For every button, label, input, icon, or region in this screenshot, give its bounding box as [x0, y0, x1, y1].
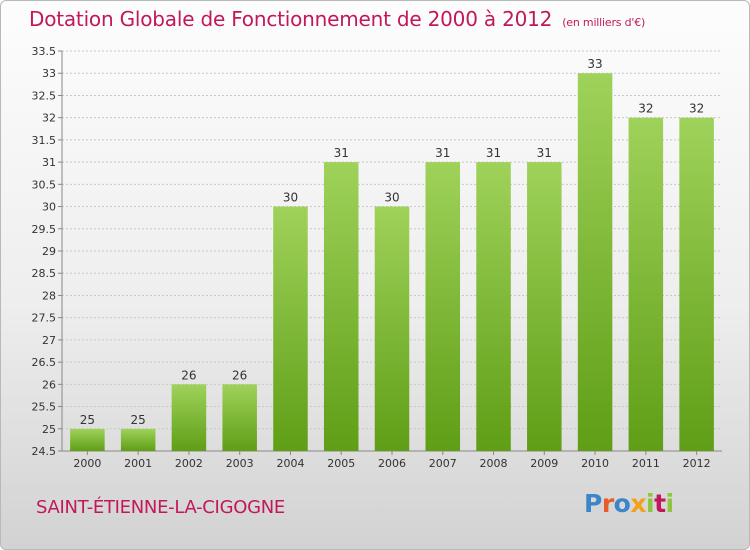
bar: [577, 73, 613, 451]
bar: [628, 117, 664, 452]
y-tick-label: 30: [42, 201, 56, 214]
bar: [273, 206, 308, 451]
logo-letter: P: [584, 489, 602, 518]
data-label: 25: [131, 413, 146, 427]
chart-title-text: Dotation Globale de Fonctionnement de 20…: [29, 7, 553, 31]
logo-letter: r: [601, 489, 614, 518]
logo-letter: o: [613, 489, 631, 518]
y-tick-label: 30.5: [32, 178, 57, 191]
x-tick-label: 2002: [175, 457, 203, 470]
x-tick-label: 2008: [480, 457, 508, 470]
bar: [425, 162, 461, 451]
y-tick-label: 28.5: [32, 267, 57, 280]
bar: [527, 162, 562, 451]
y-tick-label: 32.5: [32, 89, 57, 102]
y-tick-label: 29: [42, 245, 56, 258]
data-label: 26: [181, 368, 196, 382]
data-label: 31: [435, 146, 450, 160]
x-tick-label: 2003: [226, 457, 254, 470]
y-tick-label: 26: [42, 378, 56, 391]
y-tick-label: 24.5: [32, 445, 57, 458]
y-tick-label: 25.5: [32, 401, 57, 414]
commune-name: SAINT-ÉTIENNE-LA-CIGOGNE: [36, 497, 285, 518]
y-tick-label: 32: [42, 112, 56, 125]
y-tick-label: 28: [42, 289, 56, 302]
bar: [171, 384, 207, 451]
y-tick-label: 27.5: [32, 312, 57, 325]
y-tick-label: 33: [42, 67, 56, 80]
bar: [476, 162, 511, 451]
data-label: 32: [638, 102, 653, 116]
data-label: 31: [334, 146, 349, 160]
data-label: 30: [384, 191, 399, 205]
logo-letter: i: [646, 489, 655, 518]
y-tick-label: 26.5: [32, 356, 57, 369]
data-label: 25: [80, 413, 95, 427]
y-tick-label: 29.5: [32, 223, 57, 236]
y-tick-label: 33.5: [32, 45, 57, 58]
bar: [120, 428, 156, 451]
data-label: 26: [232, 368, 247, 382]
proxiti-logo[interactable]: Proxiti: [584, 489, 674, 518]
y-tick-label: 31.5: [32, 134, 57, 147]
x-tick-label: 2012: [683, 457, 711, 470]
bar: [70, 428, 105, 451]
chart-title: Dotation Globale de Fonctionnement de 20…: [29, 7, 645, 31]
data-label: 33: [587, 57, 602, 71]
x-tick-label: 2004: [276, 457, 304, 470]
data-label: 30: [283, 191, 298, 205]
bar: [323, 162, 359, 451]
data-label: 31: [537, 146, 552, 160]
x-tick-label: 2006: [378, 457, 406, 470]
y-tick-label: 27: [42, 334, 56, 347]
logo-letter: x: [630, 489, 646, 518]
bar: [679, 117, 714, 452]
bar: [374, 206, 410, 451]
logo-letter: t: [654, 489, 666, 518]
x-tick-label: 2005: [327, 457, 355, 470]
data-label: 31: [486, 146, 501, 160]
y-tick-label: 25: [42, 423, 56, 436]
bar: [222, 384, 257, 451]
x-tick-label: 2011: [632, 457, 660, 470]
x-tick-label: 2001: [124, 457, 152, 470]
chart-unit: (en milliers d'€): [562, 16, 646, 29]
logo-letter: i: [665, 489, 675, 518]
x-tick-label: 2009: [530, 457, 558, 470]
x-tick-label: 2010: [581, 457, 609, 470]
x-tick-label: 2000: [73, 457, 101, 470]
x-tick-label: 2007: [429, 457, 457, 470]
data-label: 32: [689, 102, 704, 116]
y-tick-label: 31: [42, 156, 56, 169]
